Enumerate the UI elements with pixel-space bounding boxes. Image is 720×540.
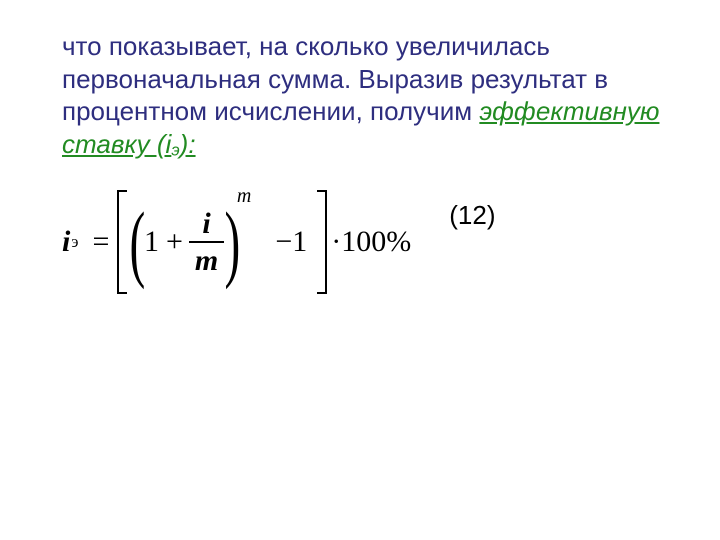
minus-one: −1 bbox=[265, 227, 313, 257]
fraction-denominator: m bbox=[189, 245, 224, 277]
paren-content: 1 + i m bbox=[144, 208, 226, 277]
one: 1 bbox=[144, 227, 162, 257]
equation-number: (12) bbox=[449, 200, 495, 231]
paren-group: ( 1 + i m ) bbox=[131, 199, 239, 285]
left-bracket bbox=[117, 190, 127, 294]
right-paren: ) bbox=[225, 199, 241, 285]
slide: что показывает, на сколько увеличилась п… bbox=[0, 0, 720, 540]
right-bracket bbox=[317, 190, 327, 294]
lhs-var: i bbox=[62, 227, 70, 257]
exponent: m bbox=[237, 186, 265, 206]
fraction-numerator: i bbox=[196, 208, 216, 240]
term-subscript: э bbox=[171, 140, 179, 159]
term-suffix: ): bbox=[180, 129, 196, 159]
lhs-sub: э bbox=[70, 234, 84, 251]
fraction-bar bbox=[189, 241, 224, 243]
formula: iэ = ( 1 + i m ) m bbox=[62, 190, 411, 294]
bracket-inner: ( 1 + i m ) m −1 bbox=[127, 190, 317, 294]
formula-row: iэ = ( 1 + i m ) m bbox=[62, 190, 660, 294]
paragraph: что показывает, на сколько увеличилась п… bbox=[62, 30, 660, 160]
fraction: i m bbox=[187, 208, 226, 277]
times-hundred-percent: ·100% bbox=[327, 227, 411, 257]
left-paren: ( bbox=[130, 199, 146, 285]
equals-sign: = bbox=[84, 227, 117, 257]
plus-sign: + bbox=[162, 227, 187, 257]
